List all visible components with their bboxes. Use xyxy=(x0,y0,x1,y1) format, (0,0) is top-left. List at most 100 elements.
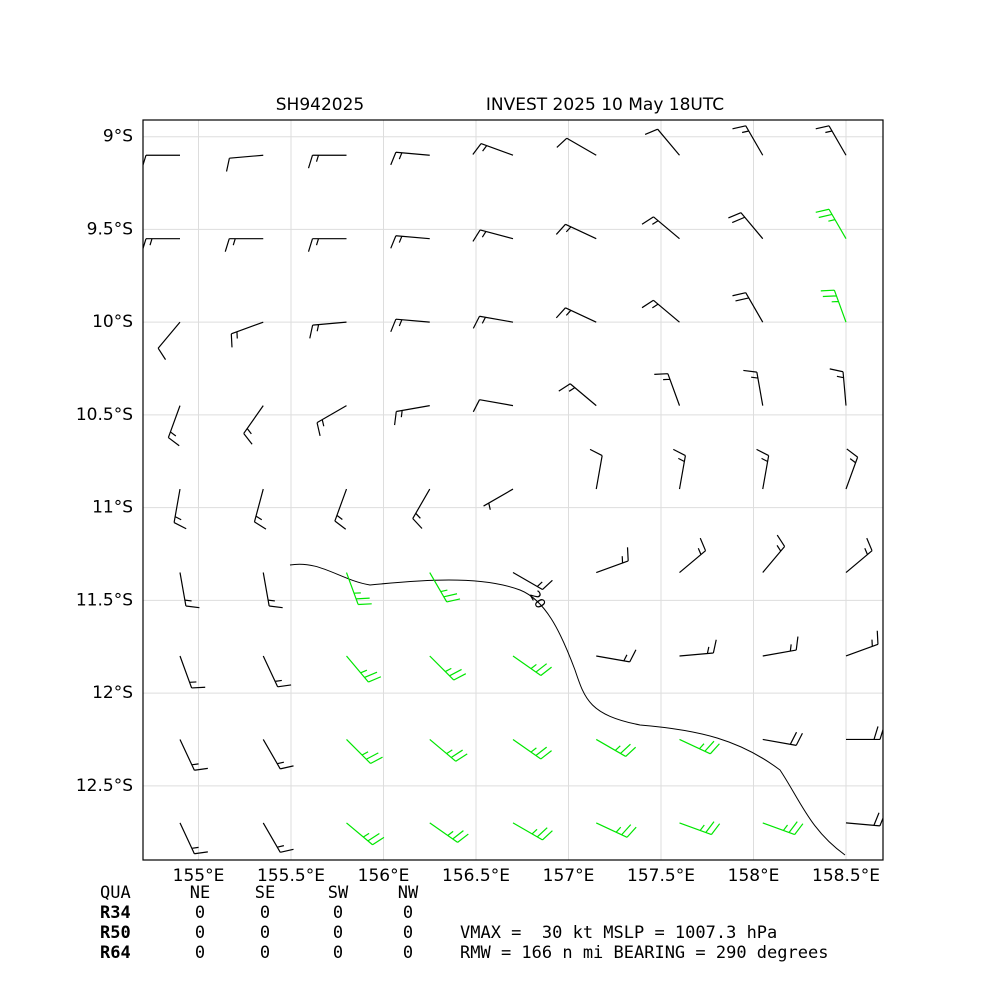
table-header: NE xyxy=(190,883,210,903)
table-header: QUA xyxy=(100,883,131,903)
wind-barb xyxy=(762,534,786,573)
chart-title: INVEST 2025 10 May 18UTC xyxy=(486,95,724,115)
wind-barb xyxy=(732,125,764,156)
table-cell: R34 xyxy=(100,903,131,923)
wind-barb xyxy=(512,822,553,841)
barbs xyxy=(143,125,883,855)
wind-barb xyxy=(512,738,552,760)
wind-barb xyxy=(179,655,206,689)
wind-barb xyxy=(334,488,348,530)
y-tick-label: 12°S xyxy=(92,683,133,703)
wind-barb xyxy=(595,738,637,757)
wind-barb xyxy=(815,125,847,156)
wind-barb xyxy=(679,639,717,657)
wind-barb xyxy=(732,292,764,323)
wind-barb xyxy=(596,547,629,574)
wind-barb xyxy=(555,307,597,323)
wind-barb xyxy=(225,154,264,172)
wind-barb xyxy=(512,655,552,676)
wind-barb xyxy=(253,488,267,530)
wind-barb xyxy=(641,216,680,240)
y-tick-label: 11°S xyxy=(92,498,133,518)
plot-frame xyxy=(142,119,884,861)
wind-barb xyxy=(262,822,294,853)
wind-barb xyxy=(429,572,461,603)
wind-barb xyxy=(641,299,680,323)
wind-barb xyxy=(307,238,347,252)
y-tick-label: 12.5°S xyxy=(76,776,133,796)
storm-info: VMAX = 30 kt MSLP = 1007.3 hPa xyxy=(460,923,777,943)
wind-barb xyxy=(143,238,180,251)
wind-barb xyxy=(558,383,597,407)
table-cell: 0 xyxy=(333,923,343,943)
wind-barb xyxy=(756,448,770,490)
wind-barb xyxy=(346,655,382,683)
table-cell: 0 xyxy=(195,943,205,963)
wind-barb xyxy=(316,405,347,437)
wind-barb xyxy=(429,655,467,681)
wind-barb xyxy=(472,399,514,413)
table-cell: 0 xyxy=(195,923,205,943)
table-cell: 0 xyxy=(403,943,413,963)
table-cell: 0 xyxy=(195,903,205,923)
wind-barb xyxy=(820,289,847,323)
table-cell: 0 xyxy=(260,943,270,963)
wind-barb xyxy=(224,238,264,252)
y-tick-label: 10°S xyxy=(92,312,133,332)
table-cell: 0 xyxy=(403,923,413,943)
wind-barb xyxy=(390,318,430,333)
wind-barb xyxy=(309,321,347,339)
x-tick-label: 158.5°E xyxy=(812,866,880,886)
wind-barb xyxy=(472,315,514,329)
wind-barb xyxy=(728,212,764,240)
wind-barb xyxy=(589,448,603,490)
wind-barb xyxy=(654,373,681,406)
axes: 155°E 155.5°E 156°E 156.5°E 157°E 157.5°E 158°… xyxy=(76,127,880,886)
y-tick-label: 10.5°S xyxy=(76,405,133,425)
table-cell: 0 xyxy=(260,923,270,943)
wind-barb xyxy=(845,448,859,490)
wind-barb xyxy=(762,821,804,836)
wind-barb xyxy=(262,739,294,770)
wind-barb xyxy=(230,321,264,348)
wind-barb xyxy=(555,223,597,240)
table-cell: 0 xyxy=(333,943,343,963)
table-cell: 0 xyxy=(260,903,270,923)
wind-barb xyxy=(429,738,468,762)
wind-barb xyxy=(845,630,879,657)
wind-barb xyxy=(673,448,686,490)
wind-barb xyxy=(483,488,514,510)
y-tick-label: 9.5°S xyxy=(87,219,133,239)
wind-barb xyxy=(262,572,283,609)
contour-label: 20 xyxy=(526,588,549,611)
wind-barb xyxy=(815,208,847,239)
wind-barb xyxy=(429,822,469,843)
wind-barb xyxy=(412,488,431,529)
table-header: SE xyxy=(255,883,275,903)
table-cell: R50 xyxy=(100,923,131,943)
wind-barb xyxy=(762,636,799,657)
wind-barb xyxy=(179,822,208,855)
wind-barb xyxy=(472,143,514,156)
wind-barb xyxy=(472,229,514,242)
wind-barb xyxy=(596,649,637,663)
wind-barb xyxy=(390,151,430,166)
contour xyxy=(289,563,846,856)
wind-barb xyxy=(829,368,847,406)
x-tick-label: 158°E xyxy=(728,866,780,886)
wind-barb xyxy=(679,738,720,755)
storm-info: RMW = 166 n mi BEARING = 290 degrees xyxy=(460,943,828,963)
wind-barb xyxy=(390,235,430,249)
x-tick-label: 156.5°E xyxy=(442,866,510,886)
wind-barb xyxy=(262,655,292,688)
wind-barb xyxy=(845,537,873,573)
wind-barb xyxy=(679,821,721,836)
wind-barb xyxy=(762,731,803,746)
table-header: SW xyxy=(328,883,349,903)
table-cell: R64 xyxy=(100,943,131,963)
table-header: NW xyxy=(398,883,419,903)
wind-barb xyxy=(307,154,347,169)
grid xyxy=(143,120,883,860)
wind-barb xyxy=(179,739,208,771)
